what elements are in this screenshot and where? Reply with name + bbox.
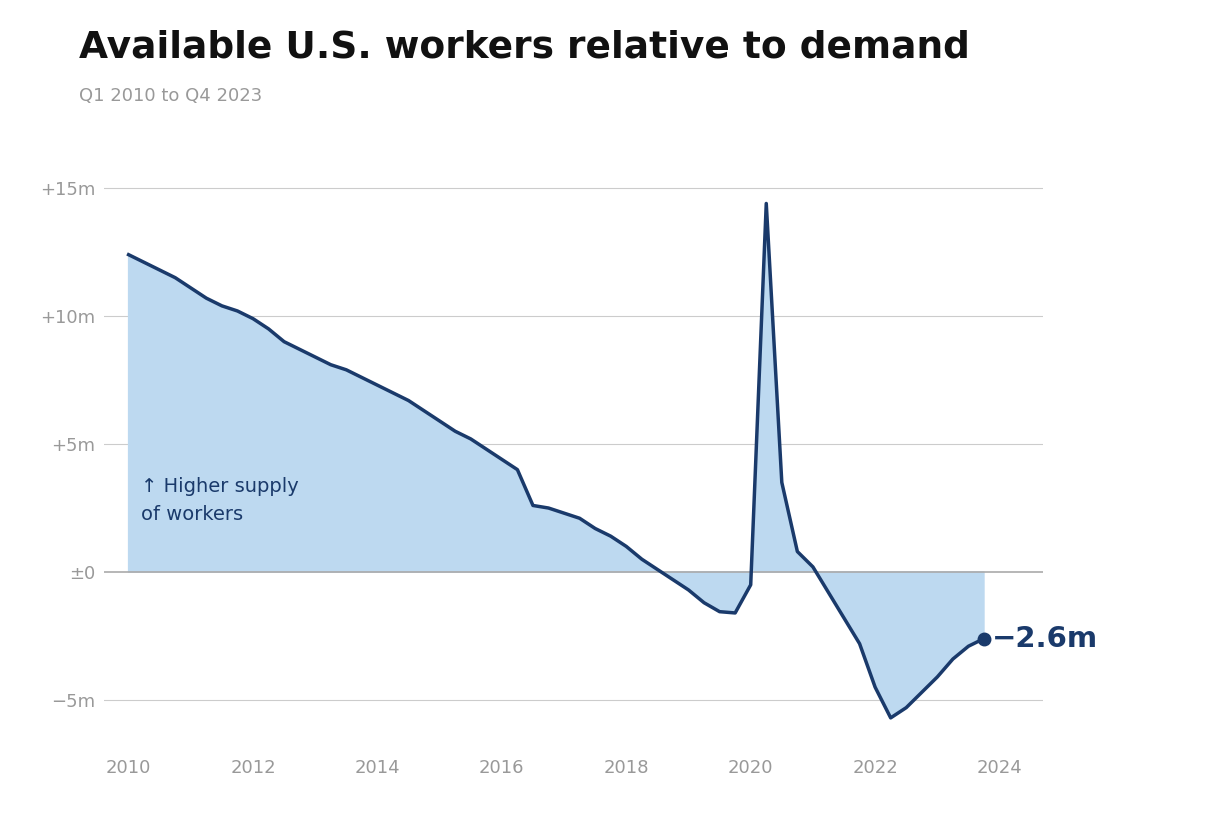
Text: Available U.S. workers relative to demand: Available U.S. workers relative to deman… <box>79 29 970 65</box>
Text: Q1 2010 to Q4 2023: Q1 2010 to Q4 2023 <box>79 87 262 105</box>
Text: −2.6m: −2.6m <box>992 624 1098 652</box>
Text: ↑ Higher supply
of workers: ↑ Higher supply of workers <box>142 477 299 524</box>
